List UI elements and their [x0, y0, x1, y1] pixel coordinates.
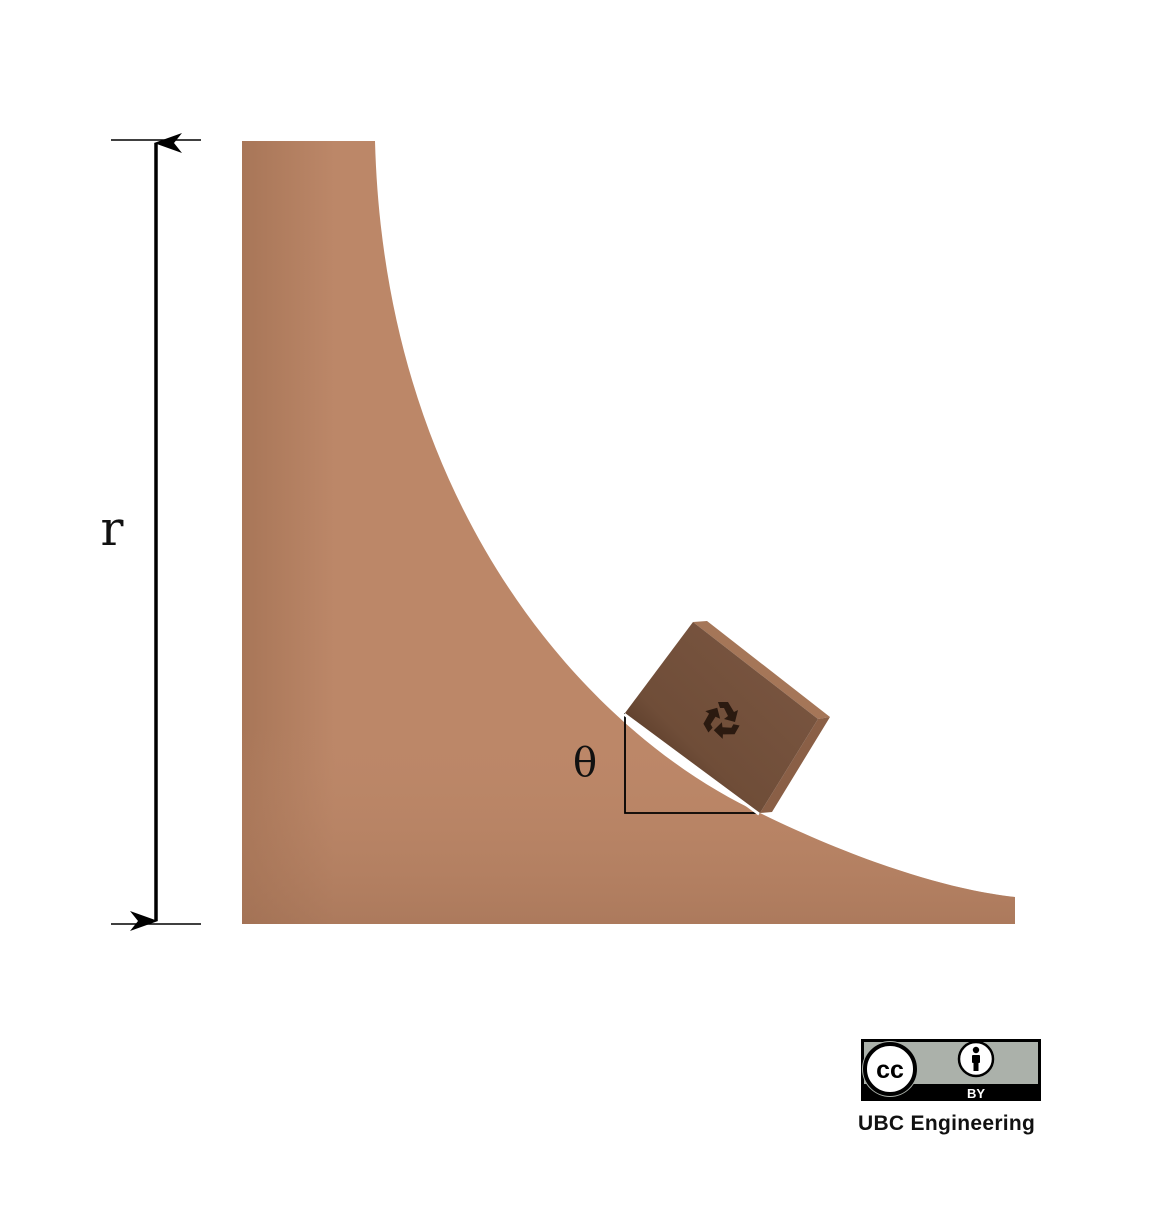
height-label: r: [101, 501, 124, 557]
by-label: BY: [967, 1086, 985, 1101]
box: [625, 621, 830, 813]
person-icon: [957, 1040, 995, 1078]
cc-label: cc: [876, 1056, 904, 1084]
cc-by-badge: cc BY: [861, 1039, 1041, 1101]
height-dimension: r: [101, 133, 201, 931]
box-face: [625, 622, 818, 813]
ramp: [242, 141, 1015, 924]
angle-triangle: [624, 713, 760, 814]
angle-label: θ: [573, 740, 597, 786]
credit-text: UBC Engineering: [858, 1112, 1036, 1135]
recycle-icon: [703, 702, 740, 739]
